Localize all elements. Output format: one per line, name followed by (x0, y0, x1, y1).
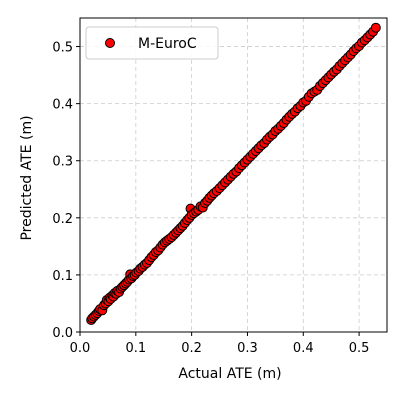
x-tick-label: 0.1 (125, 341, 146, 356)
legend-box (85, 26, 219, 60)
x-tick-label: 0.4 (293, 341, 314, 356)
x-tick-label: 0.5 (349, 341, 370, 356)
data-point (370, 22, 381, 33)
x-axis-ticks: 0.0 0.1 0.2 0.3 0.4 0.5 (70, 332, 370, 356)
y-tick-label: 0.5 (52, 41, 73, 56)
plot-frame (79, 17, 388, 333)
y-tick-label: 0.2 (52, 212, 73, 227)
y-axis-ticks: 0.0 0.1 0.2 0.3 0.4 0.5 (52, 41, 80, 341)
y-axis-title: Predicted ATE (m) (19, 115, 35, 240)
data-points (86, 22, 381, 326)
x-axis-title: Actual ATE (m) (178, 366, 281, 382)
x-tick-label: 0.2 (181, 341, 202, 356)
legend: M-EuroC (85, 26, 219, 60)
y-tick-label: 0.1 (52, 269, 73, 284)
x-tick-label: 0.0 (70, 341, 91, 356)
legend-label: M-EuroC (138, 36, 197, 52)
y-tick-label: 0.3 (52, 155, 73, 170)
y-tick-label: 0.0 (52, 326, 73, 341)
x-tick-label: 0.3 (237, 341, 258, 356)
legend-marker (105, 38, 115, 48)
y-tick-label: 0.4 (52, 98, 73, 113)
